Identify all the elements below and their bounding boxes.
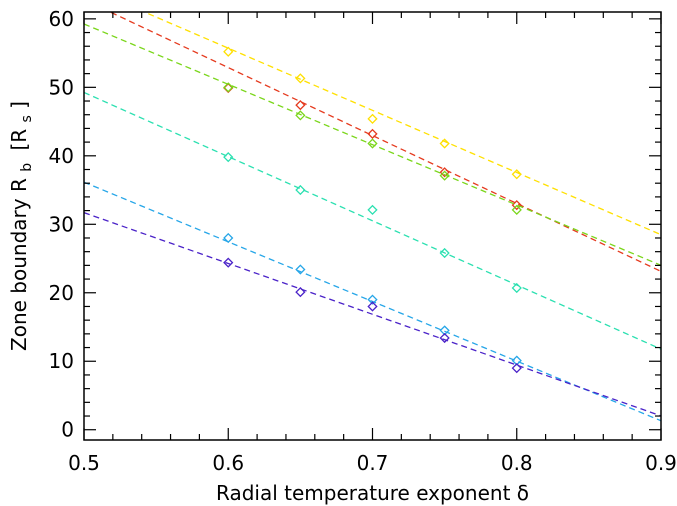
y-axis-label-text: Zone boundary R	[7, 178, 31, 351]
y-tick-label: 0	[61, 418, 74, 442]
series-6	[84, 212, 661, 417]
series-3-point-2	[295, 110, 306, 121]
series-6-point-2	[295, 286, 306, 298]
series-3-point-5	[511, 204, 522, 216]
x-tick-label: 0.7	[357, 451, 389, 475]
y-axis-label-bracket-open: [R	[7, 129, 31, 151]
x-tick-label: 0.9	[645, 451, 677, 475]
x-tick-label: 0.5	[68, 451, 100, 475]
series-1-point-3	[367, 113, 378, 124]
series-2-point-4	[439, 167, 450, 178]
series-2-point-5	[511, 199, 522, 211]
y-axis-label-bracket-sub: s	[19, 115, 35, 122]
y-tick-label: 10	[49, 349, 74, 373]
series-5-point-2	[295, 264, 306, 275]
series-2-fit-line	[108, 12, 661, 272]
series-1	[142, 12, 661, 236]
series-4-point-2	[295, 184, 306, 196]
series-6-point-4	[439, 332, 450, 344]
x-tick-label: 0.8	[501, 451, 533, 475]
series-3-point-4	[439, 170, 450, 181]
series-1-fit-line	[142, 12, 661, 236]
y-tick-label: 40	[49, 144, 74, 168]
series-1-point-4	[439, 138, 450, 149]
series-4-fit-line	[84, 91, 661, 350]
axes	[83, 11, 662, 441]
x-axis-label: Radial temperature exponent δ	[216, 481, 529, 505]
y-axis-label-bracket-close: ]	[7, 101, 31, 109]
series-6-point-5	[511, 362, 522, 374]
series-3-point-1	[223, 82, 234, 93]
series-5-point-1	[223, 232, 234, 244]
series-4-point-3	[367, 204, 378, 216]
series-2-point-2	[295, 100, 306, 111]
plot-frame	[83, 11, 662, 441]
y-axis-label-sub: b	[19, 163, 35, 172]
series-5-point-3	[367, 294, 378, 305]
series-1-point-1	[223, 46, 234, 57]
tick-labels: 0.5 0.6 0.7 0.8 0.9 0 10 20 30 40 50 60	[49, 7, 677, 475]
y-axis-label: Zone boundary R b [R s ]	[7, 101, 36, 351]
series-2	[108, 12, 661, 272]
y-tick-label: 30	[49, 212, 74, 236]
series-3	[84, 23, 661, 266]
series-6-fit-line	[84, 212, 661, 417]
plot-area	[84, 12, 661, 422]
series-6-point-1	[223, 257, 234, 268]
series-3-fit-line	[84, 23, 661, 266]
y-tick-label: 60	[49, 7, 74, 31]
series-6-point-3	[367, 301, 378, 312]
y-tick-label: 20	[49, 281, 74, 305]
series-4	[84, 91, 661, 350]
series-1-point-5	[511, 169, 522, 180]
series-3-point-3	[367, 138, 378, 149]
series-4-point-1	[223, 152, 234, 163]
x-tick-label: 0.6	[212, 451, 244, 475]
series-2-point-3	[367, 128, 378, 140]
y-tick-label: 50	[49, 75, 74, 99]
series-1-point-2	[295, 73, 306, 84]
series-4-point-5	[511, 282, 522, 294]
series-4-point-4	[439, 247, 450, 259]
